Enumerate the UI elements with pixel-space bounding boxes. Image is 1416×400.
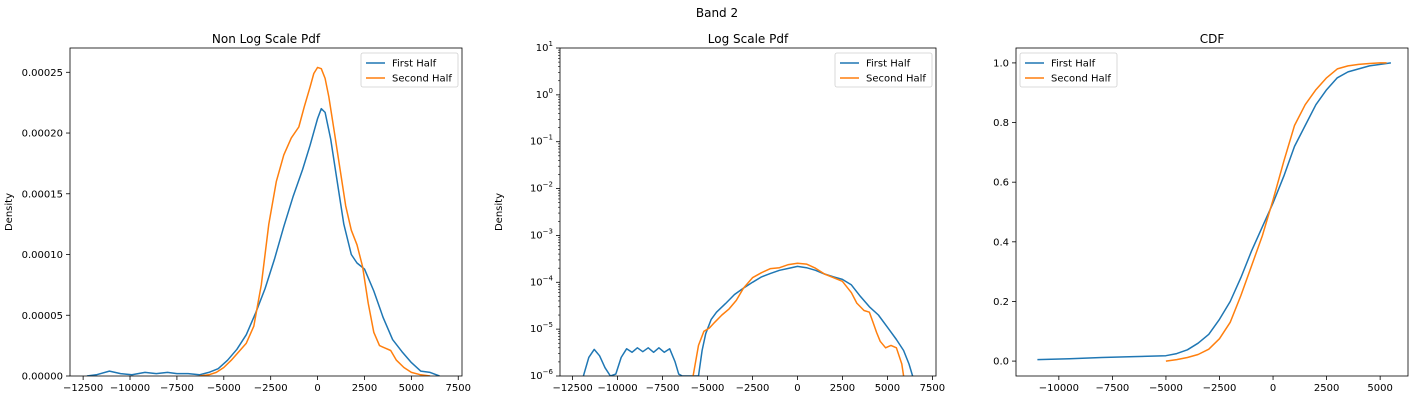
- x-tick-label: −2500: [254, 383, 288, 394]
- x-tick-label: −7500: [160, 383, 194, 394]
- x-tick-label: −10000: [110, 383, 150, 394]
- y-axis-label: Density: [4, 193, 15, 231]
- x-tick-label: 5000: [399, 383, 424, 394]
- legend-frame: [1019, 52, 1118, 88]
- y-tick-label: 10−2: [530, 181, 553, 195]
- y-tick-label: 0.00000: [22, 372, 63, 383]
- x-tick-label: −12500: [552, 383, 592, 394]
- x-tick-label: −5000: [1149, 383, 1183, 394]
- series-line-second-half: [199, 66, 431, 376]
- legend-entry: First Half: [392, 59, 437, 70]
- figure-title: Band 2: [696, 6, 738, 20]
- y-tick-label: 101: [536, 40, 553, 54]
- y-tick-label: 1.0: [993, 58, 1009, 69]
- x-tick-label: 2500: [1314, 383, 1339, 394]
- y-tick-label: 0.8: [993, 118, 1009, 129]
- y-tick-label: 0.00020: [22, 129, 63, 140]
- x-tick-label: −10000: [597, 383, 637, 394]
- axes-frame: [559, 47, 937, 377]
- legend: First Half Second Half: [1019, 52, 1118, 88]
- legend-frame: [360, 52, 459, 88]
- x-tick-label: 5000: [875, 383, 900, 394]
- x-tick-label: 7500: [446, 383, 471, 394]
- series-line-first-half: [1037, 62, 1392, 361]
- y-tick-label: 100: [536, 87, 553, 101]
- x-tick-label: −2500: [736, 383, 770, 394]
- y-tick-label: 0.6: [993, 178, 1009, 189]
- legend-entry: Second Half: [866, 74, 926, 85]
- x-tick-label: −12500: [63, 383, 103, 394]
- y-tick-label: 0.00025: [22, 68, 63, 79]
- legend-entry: First Half: [866, 59, 911, 70]
- chart-1: Non Log Scale Pdf −12500 −10000 −7500 −5000 −…: [4, 32, 471, 394]
- legend-entry: Second Half: [1051, 74, 1111, 85]
- y-tick-label: 0.0: [993, 357, 1009, 368]
- x-tick-label: 2500: [352, 383, 377, 394]
- x-tick-label: 0: [794, 383, 800, 394]
- y-tick-label: 0.2: [993, 297, 1009, 308]
- series-line-second-half: [692, 262, 905, 376]
- x-tick-label: 5000: [1367, 383, 1392, 394]
- series-line-first-half: [582, 265, 914, 376]
- y-tick-label: 10−3: [530, 227, 553, 241]
- chart-title: CDF: [1200, 32, 1225, 46]
- y-tick-label: 10−4: [530, 274, 554, 288]
- y-tick-label: 0.00010: [22, 250, 63, 261]
- legend-entry: First Half: [1051, 59, 1096, 70]
- y-axis-label: Density: [494, 193, 505, 231]
- legend-frame: [834, 52, 933, 88]
- x-tick-label: −5000: [691, 383, 725, 394]
- x-tick-label: −7500: [1095, 383, 1129, 394]
- chart-2: Log Scale Pdf −12500 −10000 −7500 −5000 −2500…: [494, 32, 945, 394]
- x-tick-label: −2500: [1203, 383, 1237, 394]
- axes-frame: [69, 47, 463, 377]
- chart-title: Log Scale Pdf: [708, 32, 789, 46]
- x-tick-label: −10000: [1039, 383, 1079, 394]
- y-tick-label: 10−5: [530, 321, 553, 335]
- series-line-first-half: [86, 107, 440, 376]
- y-tick-label: 0.00015: [22, 189, 63, 200]
- x-tick-label: 0: [1270, 383, 1276, 394]
- x-tick-label: 2500: [830, 383, 855, 394]
- legend: First Half Second Half: [360, 52, 459, 88]
- x-tick-label: 0: [314, 383, 320, 394]
- series-line-second-half: [1165, 62, 1387, 362]
- y-tick-label: 0.4: [993, 237, 1009, 248]
- chart-3: CDF −10000 −7500 −5000 −2500 0 2500 5000 0.0 0.2 0…: [993, 32, 1409, 394]
- legend: First Half Second Half: [834, 52, 933, 88]
- chart-title: Non Log Scale Pdf: [212, 32, 321, 46]
- legend-entry: Second Half: [392, 74, 452, 85]
- y-tick-label: 10−1: [530, 134, 553, 148]
- x-tick-label: −7500: [646, 383, 680, 394]
- axes-frame: [1015, 47, 1409, 377]
- x-tick-label: 7500: [920, 383, 945, 394]
- y-tick-label: 10−6: [530, 368, 554, 382]
- x-tick-label: −5000: [207, 383, 241, 394]
- y-tick-label: 0.00005: [22, 311, 63, 322]
